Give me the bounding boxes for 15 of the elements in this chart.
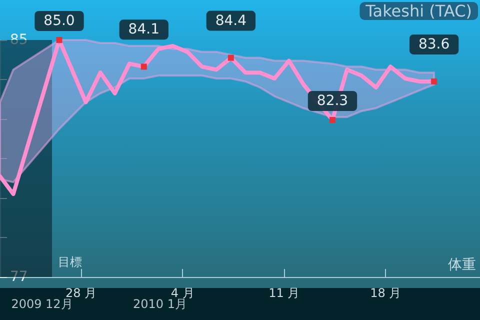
data-label: 84.1	[128, 22, 160, 38]
data-label: 82.3	[316, 92, 348, 109]
annotation: 目標	[58, 255, 82, 269]
chart-title: Takeshi (TAC)	[364, 2, 472, 20]
data-label: 84.4	[215, 12, 247, 29]
data-label: 85.0	[44, 13, 75, 29]
x-tick-label: 4 月	[170, 286, 194, 300]
annotation: 体重	[448, 257, 476, 273]
x-tick-label: 11 月	[268, 286, 300, 300]
y-tick-label: 85	[10, 32, 28, 48]
data-label: 83.6	[418, 36, 450, 52]
x-tick-label: 28 月	[65, 286, 97, 300]
text: 2009 12月	[11, 297, 73, 311]
x-tick-label: 18 月	[370, 286, 402, 300]
text: 2010 1月	[133, 297, 187, 311]
